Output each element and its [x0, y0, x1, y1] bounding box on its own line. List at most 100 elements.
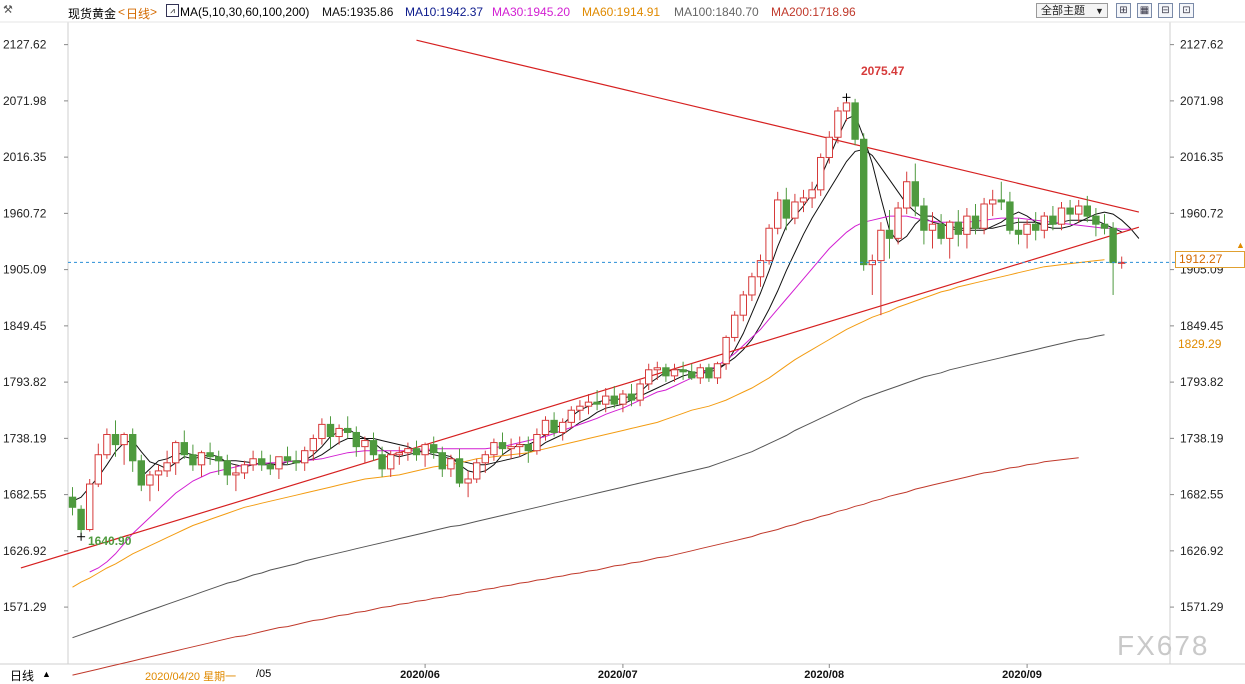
candle-body-up — [799, 197, 808, 203]
candle — [722, 335, 730, 370]
candle-body-up — [774, 199, 782, 229]
candle-body-down — [524, 444, 532, 452]
candle — [309, 434, 318, 461]
candle — [670, 363, 679, 382]
candle-body-up — [1023, 223, 1031, 235]
candle-body-up — [980, 203, 988, 229]
candle — [791, 193, 799, 225]
x-tick-label: 2020/08 — [804, 669, 844, 681]
candle — [705, 363, 713, 382]
candle-body-down — [550, 419, 558, 433]
candle-body-down — [1014, 229, 1023, 235]
y-tick-label-right: 1793.82 — [1180, 375, 1224, 389]
expand-icon[interactable]: ⊡ — [1179, 3, 1194, 18]
candle — [352, 426, 361, 457]
candle — [111, 420, 120, 457]
candle-body-up — [748, 276, 756, 296]
footer-period-label[interactable]: 日线 — [10, 669, 35, 683]
candle — [163, 450, 171, 477]
candle-body-down — [997, 199, 1005, 203]
footer-period-arrow-icon[interactable]: ▲ — [42, 669, 51, 679]
candle — [146, 470, 154, 502]
candle — [507, 438, 515, 459]
ma60-readout: MA60:1914.91 — [582, 5, 661, 19]
candle-body-up — [1040, 215, 1048, 231]
candle — [249, 450, 257, 471]
candle-body-up — [756, 260, 765, 278]
indicator-icon[interactable]: ⩘ — [166, 4, 179, 17]
candle — [1083, 195, 1091, 223]
ma-line-ma30 — [89, 215, 1131, 573]
ma30-readout: MA30:1945.20 — [492, 5, 571, 19]
candle — [326, 416, 335, 449]
tools-icon[interactable]: ⚒ — [3, 4, 13, 16]
candle — [696, 363, 704, 384]
candle — [963, 208, 971, 249]
candle-body-down — [1006, 201, 1014, 231]
candle-body-down — [206, 452, 214, 458]
candle-body-down — [137, 460, 146, 486]
candle — [593, 390, 601, 411]
candle-body-down — [1083, 205, 1091, 217]
candle — [292, 450, 300, 471]
add-window-icon[interactable]: ⊞ — [1116, 3, 1131, 18]
ma60-value-tag: 1829.29 — [1178, 337, 1222, 351]
candle-body-down — [292, 460, 300, 464]
candle-body-up — [576, 405, 584, 411]
candles — [68, 93, 1126, 541]
candle — [335, 424, 343, 445]
candle — [679, 361, 687, 380]
price-up-arrow-icon: ▲ — [1236, 240, 1245, 250]
period-label[interactable]: 日线 — [126, 7, 151, 21]
candle-body-up — [739, 294, 747, 316]
candle — [739, 290, 747, 322]
candle-body-down — [378, 454, 386, 470]
candle-body-up — [645, 369, 653, 385]
candle — [129, 428, 137, 472]
candle-body-up — [163, 462, 171, 472]
y-tick-label-left: 1738.19 — [3, 431, 47, 445]
candle — [946, 220, 954, 259]
y-tick-label-left: 1571.29 — [3, 600, 47, 614]
y-tick-label-left: 1682.55 — [3, 488, 47, 502]
candle — [361, 436, 369, 463]
ma100-readout: MA100:1840.70 — [674, 5, 759, 19]
candle — [283, 446, 292, 465]
candle-body-up — [825, 136, 833, 158]
candle-body-up — [86, 483, 94, 531]
zoom-out-icon[interactable]: ⊟ — [1158, 3, 1173, 18]
candle — [490, 438, 498, 461]
candle-body-up — [696, 367, 704, 379]
candle-body-down — [705, 367, 713, 379]
x-tick-label: 2020/09 — [1002, 669, 1042, 681]
grid-view-icon[interactable]: ▦ — [1137, 3, 1152, 18]
candle-body-up — [928, 223, 937, 231]
candle-body-up — [507, 446, 515, 450]
candle — [868, 254, 876, 295]
candle-body-down — [111, 433, 120, 446]
theme-selector[interactable]: 全部主题 ▼ — [1036, 3, 1108, 18]
candle-body-up — [232, 472, 240, 476]
chart-header: ⚒ 现货黄金 < 日线 > ⩘ MA(5,10,30,60,100,200) M… — [0, 0, 1245, 22]
candle-body-up — [275, 456, 283, 470]
period-bracket-open: < — [118, 5, 126, 19]
candle — [1092, 208, 1100, 237]
candle-body-up — [490, 442, 498, 456]
candle-body-up — [473, 462, 481, 480]
candle-body-up — [404, 448, 412, 454]
candle-body-up — [713, 363, 722, 379]
x-tick-label: 2020/07 — [598, 669, 638, 681]
trendlines — [20, 39, 1140, 569]
candle — [920, 197, 928, 245]
candle-body-down — [344, 427, 352, 433]
candle-body-down — [352, 431, 361, 448]
candle — [1032, 212, 1040, 241]
candle-body-up — [877, 229, 885, 262]
candle-body-down — [1100, 223, 1109, 229]
candle — [240, 460, 249, 479]
candle — [885, 210, 894, 259]
candle — [430, 436, 438, 459]
candle-body-down — [180, 442, 189, 456]
candle-body-down — [412, 448, 421, 456]
